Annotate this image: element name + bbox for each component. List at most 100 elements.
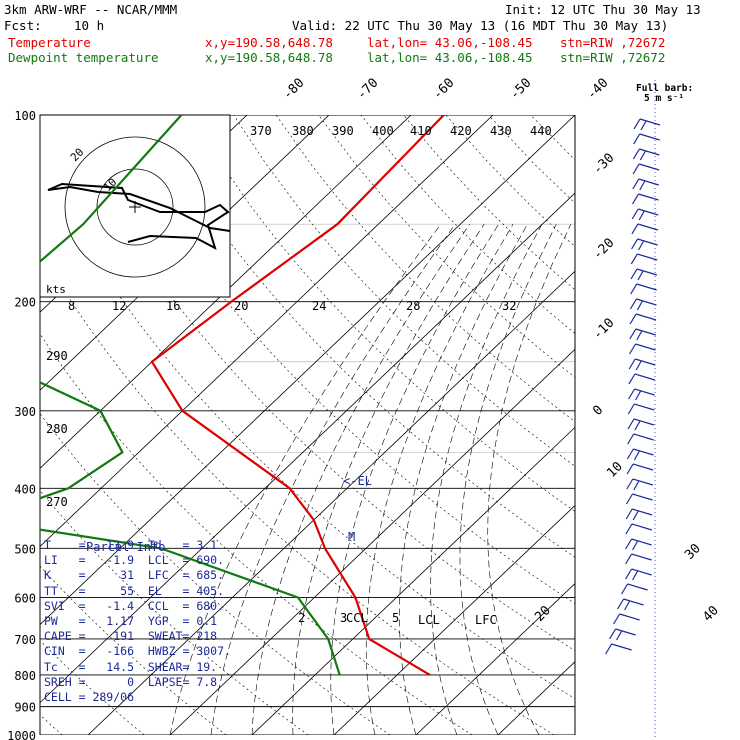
dewpoint-profile: [40, 115, 341, 676]
isotherm-line: [415, 583, 575, 735]
wind-barb: [632, 508, 653, 516]
dewpoint-legend-latlon: lat,lon= 43.06,-108.45: [367, 50, 533, 65]
isotherm-line: [40, 192, 575, 704]
wind-barb: [639, 133, 660, 141]
top-temp-label: -60: [430, 76, 457, 103]
top-temp-label: -50: [507, 76, 534, 103]
dry-adiabat: [360, 115, 575, 334]
theta-label: 290: [46, 349, 68, 363]
isotherm-line: [0, 115, 1, 735]
wind-barb: [611, 643, 632, 651]
top-temp-label: -80: [280, 76, 307, 103]
mixing-ratio-label: 20: [234, 299, 248, 313]
wind-barb: [639, 118, 661, 126]
dry-adiabat: [403, 115, 575, 291]
mixing-ratio-label: 8: [68, 299, 75, 313]
wind-barb-flag: [625, 568, 633, 580]
parcel-row: SVI = -1.4 CCL = 680.: [44, 598, 225, 613]
parcel-row: CIN = -166 HWBZ = 3007.: [44, 644, 231, 659]
temperature-profile: [150, 115, 445, 676]
moist-adiabat: [459, 224, 557, 735]
wind-barb-flag: [626, 448, 634, 460]
wind-barb: [633, 448, 654, 456]
moist-adiabat: [292, 224, 485, 735]
pressure-tick-label: 300: [14, 405, 36, 419]
isotherm-line: [40, 115, 494, 547]
wind-barb: [631, 568, 652, 576]
pressure-tick-label: 600: [14, 591, 36, 605]
theta-label: 430: [490, 124, 512, 138]
wind-barb-flag: [628, 388, 636, 400]
parcel-row: CELL = 289/06: [44, 690, 135, 705]
right-temp-label: -20: [590, 236, 617, 263]
level-marker: LFC: [475, 613, 497, 627]
wind-barb-flag: [630, 253, 638, 265]
wind-barb-flag: [628, 343, 637, 355]
wind-barb-flag: [631, 193, 640, 205]
wind-barb-flag: [636, 300, 643, 311]
full-barb-label: Full barb:: [636, 83, 694, 94]
dry-adiabat: [40, 565, 227, 735]
wind-barb: [634, 388, 655, 396]
wind-barb-flag: [631, 208, 639, 220]
parcel-row: SREH = 0 LAPSE= 7.8: [44, 674, 218, 689]
wind-barb: [637, 238, 658, 246]
pressure-tick-label: 400: [14, 482, 36, 496]
wind-barb-flag: [626, 463, 634, 475]
wind-barb: [638, 193, 659, 201]
wind-barb-flag: [631, 238, 639, 250]
wind-barb-flag: [632, 163, 640, 175]
wind-barb: [636, 268, 658, 276]
isotherm-line: [40, 115, 575, 626]
wind-barb: [633, 418, 655, 426]
wind-barb: [638, 178, 659, 186]
theta-label: 280: [46, 422, 68, 436]
pressure-tick-label: 800: [14, 669, 36, 683]
dewpoint-legend-label: Dewpoint temperature: [8, 50, 159, 65]
parcel-row: LI = -1.9 LCL = 690.: [44, 553, 225, 568]
wind-barb: [632, 463, 654, 471]
wind-barb-flag: [629, 313, 637, 325]
hodograph-units: kts: [46, 283, 66, 296]
wind-barb-flag: [632, 510, 639, 521]
theta-label: 440: [530, 124, 552, 138]
wind-barb: [619, 613, 640, 621]
wind-barb-flag: [627, 418, 635, 430]
wind-barb-flag: [633, 133, 641, 145]
moist-adiabat: [365, 224, 514, 735]
wind-barb-flag: [630, 268, 638, 280]
pressure-tick-label: 100: [14, 109, 36, 123]
parcel-row: TT = 55 EL = 405.: [44, 583, 225, 598]
wind-barb-flag: [632, 570, 639, 581]
theta-label: 380: [292, 124, 314, 138]
wind-barb-flag: [639, 150, 646, 161]
wind-barb: [638, 163, 660, 171]
wind-barb: [638, 208, 659, 216]
wind-barb-flag: [633, 118, 641, 130]
isotherm-line: [251, 426, 575, 735]
pressure-tick-label: 200: [14, 296, 36, 310]
wind-barb: [636, 298, 657, 306]
wind-barb-flag: [628, 358, 636, 370]
dry-adiabat: [318, 115, 575, 378]
mixing-ratio-label: 16: [166, 299, 180, 313]
isotherm-line: [497, 661, 575, 735]
init-time: Init: 12 UTC Thu 30 May 13: [505, 2, 701, 17]
temperature-legend-latlon: lat,lon= 43.06,-108.45: [367, 35, 533, 50]
dewpoint-legend-station: stn=RIW ,72672: [560, 50, 666, 65]
valid-time: Valid: 22 UTC Thu 30 May 13 (16 MDT Thu …: [292, 18, 669, 33]
wind-barb: [631, 553, 652, 561]
isotherm-line: [87, 270, 575, 735]
hodograph-ring: [64, 136, 206, 278]
mixing-ratio-label: 3: [340, 611, 347, 625]
wind-barb: [623, 598, 644, 606]
hodograph-ring: [96, 168, 174, 246]
mixing-ratio-label: 24: [312, 299, 326, 313]
moist-adiabat: [487, 224, 572, 735]
wind-barb: [632, 493, 653, 501]
dry-adiabat: [275, 115, 575, 422]
theta-label: 420: [450, 124, 472, 138]
hodograph-trace: [47, 182, 231, 251]
mixing-ratio-label: 2: [298, 611, 305, 625]
